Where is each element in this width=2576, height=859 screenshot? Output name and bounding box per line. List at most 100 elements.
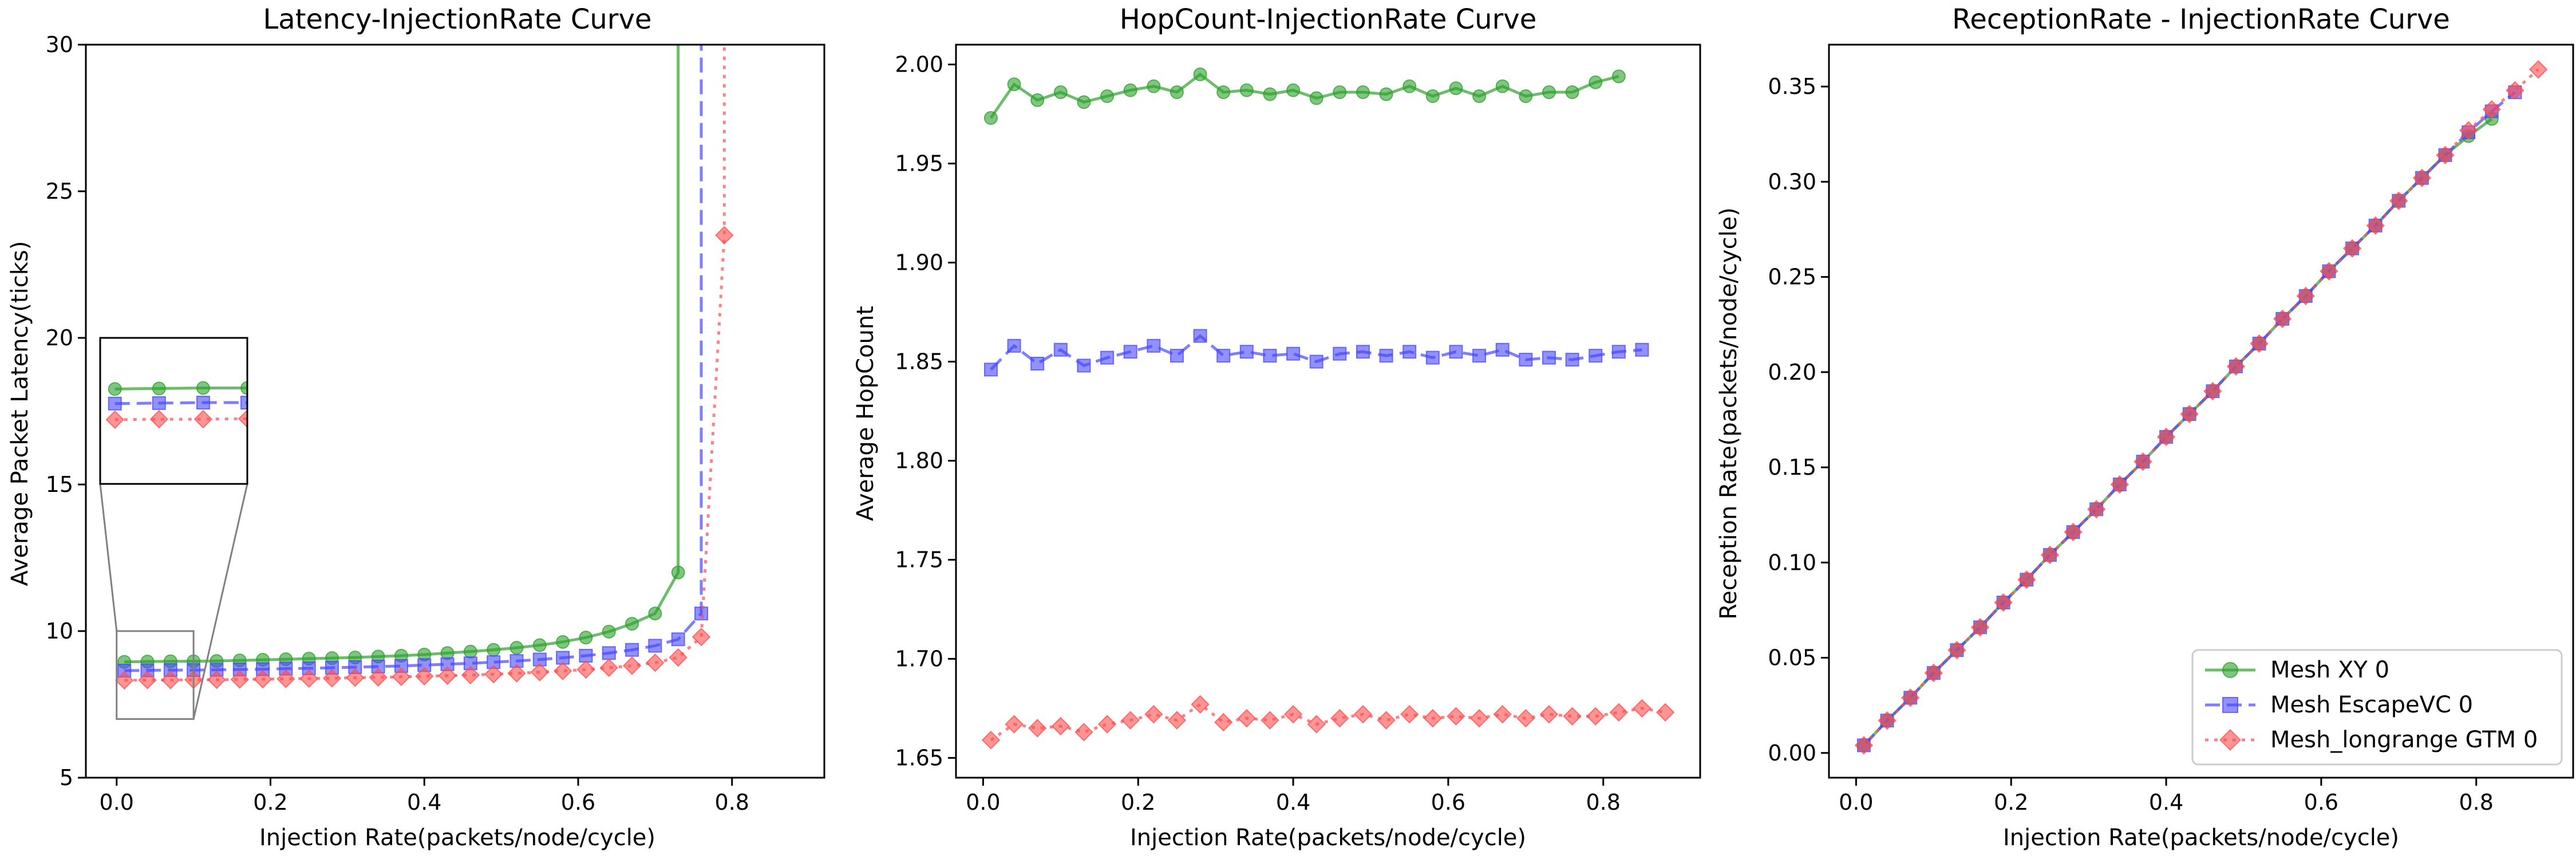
data-point-mesh-longrange-gtm (438, 666, 457, 685)
data-point-mesh-xy (602, 625, 616, 639)
data-point-mesh-xy (1472, 89, 1487, 103)
hopcount-y-axis-label: Average HopCount (852, 306, 879, 521)
data-point-mesh-xy (1147, 79, 1161, 93)
inset-data-point (196, 396, 210, 410)
data-point-mesh-xy (579, 631, 593, 645)
data-point-mesh-longrange-gtm (276, 669, 295, 688)
data-point-mesh-xy (1542, 85, 1556, 100)
data-point-mesh-longrange-gtm (1563, 707, 1582, 726)
series-mesh-xy (983, 67, 1626, 125)
y-tick-label: 1.65 (895, 745, 943, 770)
series-mesh-escapevc (117, 45, 708, 678)
reception-y-axis-label: Reception Rate(packets/node/cycle) (1716, 207, 1742, 620)
data-point-mesh-longrange-gtm (322, 669, 342, 688)
data-point-mesh-longrange-gtm (138, 671, 157, 689)
reception-x-axis-label: Injection Rate(packets/node/cycle) (2003, 825, 2399, 851)
data-point-mesh-escapevc (671, 632, 685, 647)
inset-series-mesh-longrange-gtm (105, 409, 247, 430)
y-tick-label: 20 (46, 325, 73, 350)
data-point-mesh-xy (1333, 85, 1347, 100)
hopcount-x-axis-label: Injection Rate(packets/node/cycle) (1130, 825, 1526, 851)
data-point-mesh-longrange-gtm (2459, 121, 2478, 140)
data-point-mesh-escapevc (1007, 338, 1021, 353)
data-point-mesh-escapevc (1077, 358, 1091, 373)
y-tick-label: 1.85 (895, 349, 943, 375)
data-point-mesh-xy (1565, 85, 1579, 100)
hopcount-plot-frame (955, 44, 1701, 779)
data-point-mesh-escapevc (1635, 342, 1649, 357)
series-mesh-escapevc (983, 329, 1649, 377)
data-point-mesh-escapevc (1565, 353, 1579, 367)
data-point-mesh-longrange-gtm (2342, 239, 2362, 258)
y-tick-label: 1.90 (895, 250, 943, 275)
inset-data-point (196, 381, 210, 395)
data-point-mesh-longrange-gtm (2017, 570, 2036, 589)
data-point-mesh-longrange-gtm (1097, 715, 1117, 734)
data-point-mesh-escapevc (1519, 353, 1533, 367)
data-point-mesh-longrange-gtm (2110, 475, 2129, 494)
data-point-mesh-longrange-gtm (1586, 707, 1605, 726)
data-point-mesh-longrange-gtm (414, 667, 434, 686)
x-tick-label: 0.0 (100, 790, 134, 815)
data-point-mesh-longrange-gtm (346, 668, 365, 687)
x-tick-label: 0.4 (2149, 790, 2183, 815)
data-point-mesh-longrange-gtm (1283, 705, 1303, 724)
data-point-mesh-longrange-gtm (1005, 715, 1024, 734)
reception-plot-frame (1828, 44, 2574, 779)
data-point-mesh-longrange-gtm (1878, 711, 1897, 730)
y-tick-label: 1.75 (895, 547, 943, 572)
x-tick-label: 0.2 (253, 790, 287, 815)
data-point-mesh-longrange-gtm (1854, 736, 1874, 755)
data-point-mesh-escapevc (1379, 349, 1393, 363)
data-point-mesh-longrange-gtm (2203, 381, 2222, 401)
data-point-mesh-longrange-gtm (1377, 711, 1396, 730)
data-point-mesh-escapevc (1542, 350, 1556, 365)
data-point-mesh-longrange-gtm (299, 669, 318, 688)
data-point-mesh-longrange-gtm (392, 667, 411, 687)
data-point-mesh-xy (487, 643, 501, 657)
data-point-mesh-xy (509, 641, 524, 655)
hopcount-ticks: 0.0 0.2 0.4 0.6 0.8 1.65 1.70 1.75 1.80 1.85 1.90 1… (895, 52, 1621, 815)
latency-ticks: 0.0 0.2 0.4 0.6 0.8 5 10 15 20 25 30 (46, 32, 749, 815)
zoom-connector-line (192, 483, 248, 719)
data-point-mesh-longrange-gtm (2273, 309, 2292, 329)
data-point-mesh-longrange-gtm (2180, 404, 2199, 424)
data-point-mesh-longrange-gtm (1970, 618, 1990, 637)
data-point-mesh-longrange-gtm (1028, 719, 1047, 738)
data-point-mesh-longrange-gtm (1609, 703, 1629, 722)
inset-data-point (240, 396, 247, 410)
reception-series (1854, 60, 2548, 755)
data-point-mesh-longrange-gtm (2134, 452, 2152, 471)
data-point-mesh-xy (1123, 83, 1137, 97)
legend-box (2191, 649, 2563, 766)
data-point-mesh-longrange-gtm (715, 226, 734, 245)
data-point-mesh-longrange-gtm (1901, 688, 1920, 707)
data-point-mesh-longrange-gtm (2296, 286, 2316, 306)
data-point-mesh-longrange-gtm (981, 731, 1001, 750)
data-point-mesh-longrange-gtm (1307, 715, 1326, 734)
data-point-mesh-xy (1077, 95, 1091, 109)
data-point-mesh-escapevc (1030, 356, 1045, 371)
data-point-mesh-escapevc (1147, 338, 1161, 353)
zoom-region-box (116, 630, 195, 720)
data-point-mesh-longrange-gtm (2389, 191, 2408, 210)
data-point-mesh-xy (463, 644, 477, 659)
hopcount-panel: HopCount-InjectionRate Curve Injection R… (852, 3, 1701, 851)
y-tick-label: 0.25 (1768, 265, 1816, 290)
series-line-mesh-escapevc (124, 45, 703, 672)
data-point-mesh-longrange-gtm (1947, 640, 1966, 660)
data-point-mesh-escapevc (694, 606, 708, 621)
data-point-mesh-xy (1239, 83, 1254, 97)
data-point-mesh-xy (1286, 83, 1301, 97)
legend-marker-mesh-escapevc (2222, 697, 2238, 713)
data-point-mesh-longrange-gtm (1353, 705, 1373, 724)
legend: Mesh XY 0 Mesh EscapeVC 0 Mesh_longrange… (2191, 649, 2563, 766)
x-tick-label: 0.4 (1276, 790, 1310, 815)
data-point-mesh-longrange-gtm (576, 660, 595, 679)
data-point-mesh-escapevc (648, 639, 662, 653)
data-point-mesh-xy (556, 635, 570, 649)
data-point-mesh-xy (1053, 85, 1068, 100)
y-tick-label: 0.00 (1768, 740, 1816, 766)
latency-panel: Latency-InjectionRate Curve Injection Ra… (7, 3, 825, 851)
